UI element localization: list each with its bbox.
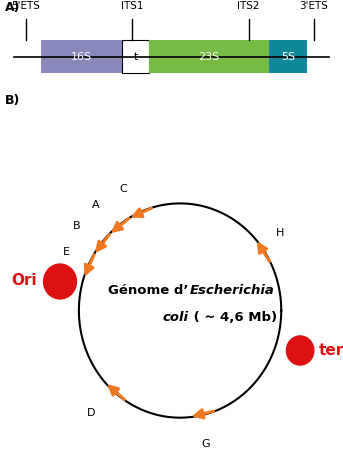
FancyBboxPatch shape (269, 40, 307, 73)
Text: B: B (73, 221, 80, 231)
Circle shape (286, 336, 314, 365)
Text: 16S: 16S (71, 52, 92, 62)
Text: G: G (202, 439, 211, 449)
Text: Escherichia: Escherichia (189, 284, 274, 297)
Text: 5'ETS: 5'ETS (11, 1, 40, 11)
Text: ITS2: ITS2 (237, 1, 260, 11)
Text: ter: ter (319, 343, 343, 358)
FancyBboxPatch shape (41, 40, 122, 73)
Text: Génome d’: Génome d’ (108, 284, 189, 297)
Text: B): B) (5, 94, 21, 108)
Text: ( ~ 4,6 Mb): ( ~ 4,6 Mb) (189, 311, 277, 324)
FancyBboxPatch shape (149, 40, 269, 73)
Text: E: E (63, 247, 70, 257)
Circle shape (44, 264, 76, 299)
Text: t: t (133, 52, 138, 62)
Text: C: C (119, 184, 127, 194)
Text: H: H (276, 228, 285, 238)
Text: Ori: Ori (11, 273, 37, 288)
Text: A: A (92, 200, 100, 210)
Text: 23S: 23S (199, 52, 220, 62)
FancyBboxPatch shape (122, 40, 149, 73)
Text: 5S: 5S (281, 52, 295, 62)
Text: D: D (87, 408, 95, 418)
Text: ITS1: ITS1 (121, 1, 143, 11)
Text: 3'ETS: 3'ETS (299, 1, 328, 11)
Text: A): A) (5, 1, 21, 14)
Text: coli: coli (163, 311, 189, 324)
